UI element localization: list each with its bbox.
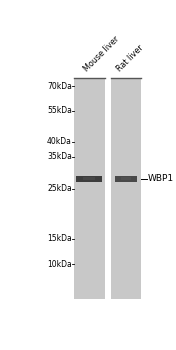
Text: 55kDa: 55kDa — [47, 106, 72, 115]
Text: Rat liver: Rat liver — [115, 44, 145, 74]
Text: 10kDa: 10kDa — [47, 260, 72, 269]
Bar — [76, 176, 102, 182]
Text: 15kDa: 15kDa — [47, 234, 72, 243]
Text: 40kDa: 40kDa — [47, 137, 72, 146]
Bar — [83, 177, 95, 180]
Bar — [115, 176, 137, 182]
Text: WBP1: WBP1 — [148, 174, 174, 183]
Text: Mouse liver: Mouse liver — [83, 35, 121, 74]
Bar — [74, 78, 105, 299]
Text: 25kDa: 25kDa — [47, 184, 72, 194]
Bar — [111, 78, 141, 299]
Text: 70kDa: 70kDa — [47, 82, 72, 91]
Text: 35kDa: 35kDa — [47, 152, 72, 161]
Bar — [121, 177, 131, 180]
